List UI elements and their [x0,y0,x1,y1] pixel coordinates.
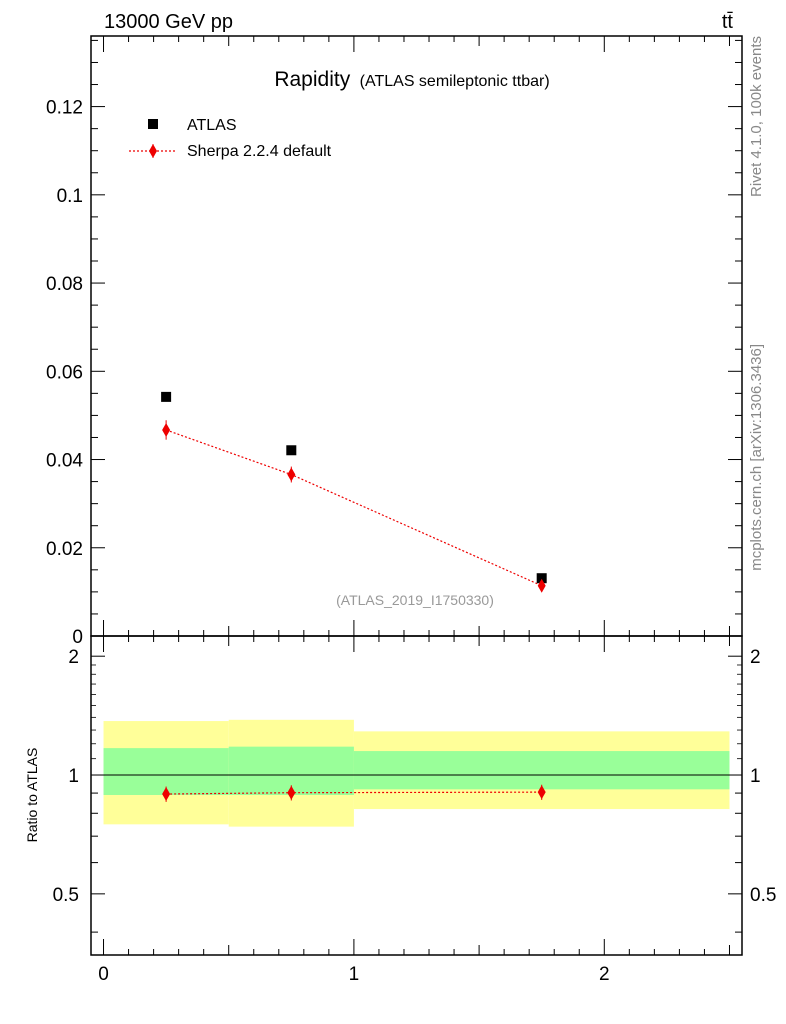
main-y-tick-labels: 0 0.02 0.04 0.06 0.08 0.1 0.12 [46,98,83,648]
main-y-tick-label: 0.1 [57,186,83,207]
ratio-point [162,787,171,802]
sherpa-point [162,422,171,437]
ratio-x-tick-label: 0 [98,964,109,985]
legend-label-atlas: ATLAS [187,117,237,134]
main-y-tick-label: 0.04 [46,451,83,472]
ratio-tick-marks [91,636,742,955]
mcplots-label: mcplots.cern.ch [arXiv:1306.3436] [748,344,765,571]
atlas-point [161,391,172,402]
main-y-tick-label: 0 [72,627,83,648]
ratio-ylabel: Ratio to ATLAS [24,748,40,843]
legend-label-sherpa: Sherpa 2.2.4 default [187,143,332,160]
sherpa-point [287,467,296,482]
ratio-y-tick-label-left: 1 [68,766,79,787]
sherpa-point [537,578,546,593]
ratio-point [287,785,296,800]
ratio-data-marks [162,784,546,802]
main-y-tick-label: 0.08 [46,274,83,295]
ratio-x-tick-labels: 0 1 2 [98,964,609,985]
main-panel: 0 0.02 0.04 0.06 0.08 0.1 0.12 Rapidity (ATLAS… [46,35,743,648]
ratio-point [537,785,546,800]
main-data-marks [161,391,547,593]
ratio-y-tick-label-left: 0.5 [53,885,79,906]
ratio-x-tick-label: 2 [599,964,610,985]
atlas-point [536,573,547,584]
analysis-label: (ATLAS_2019_I1750330) [336,592,494,608]
main-y-tick-label: 0.12 [46,98,83,119]
ratio-y-tick-label-right: 1 [750,766,761,787]
main-y-tick-label: 0.02 [46,539,83,560]
ratio-y-tick-labels: 0.5 0.5 1 1 2 2 [53,647,777,906]
ratio-y-tick-label-left: 2 [68,647,79,668]
ratio-frame [90,635,743,956]
ratio-band-inner [353,751,730,790]
plot-title: Rapidity (ATLAS semileptonic ttbar) [274,68,549,91]
ratio-x-tick-label: 1 [349,964,360,985]
ratio-y-tick-label-right: 0.5 [750,885,776,906]
ratio-panel: 0.5 0.5 1 1 2 2 0 1 2 Ratio to ATLAS [24,635,777,985]
energy-label: 13000 GeV pp [104,11,233,33]
ratio-y-tick-label-right: 2 [750,647,761,668]
main-tick-marks [91,36,742,637]
main-y-tick-label: 0.06 [46,362,83,383]
legend-marker-atlas [148,119,158,129]
process-label: tt̄ [722,11,734,33]
sherpa-line [165,429,542,587]
ratio-bands [103,719,730,827]
legend-marker-sherpa [149,144,157,158]
atlas-point [286,445,297,456]
rivet-label: Rivet 4.1.0, 100k events [748,36,765,197]
plot-title-main: Rapidity [274,68,350,91]
legend: ATLAS Sherpa 2.2.4 default [129,117,332,160]
plot-title-sub: (ATLAS semileptonic ttbar) [360,73,550,90]
